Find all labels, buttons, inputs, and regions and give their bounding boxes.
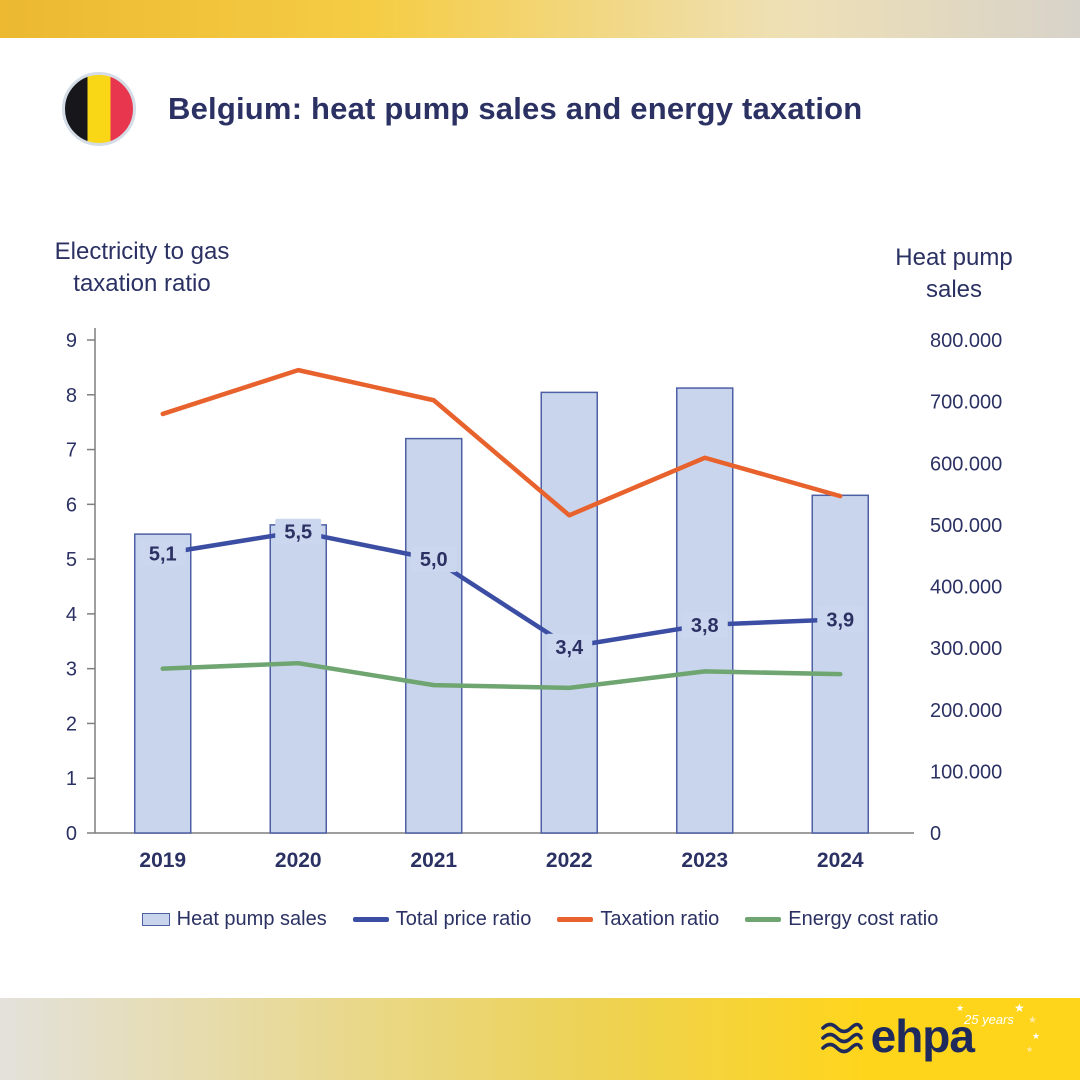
page-title: Belgium: heat pump sales and energy taxa… (168, 91, 863, 126)
legend-item-energy-cost-ratio: Energy cost ratio (745, 908, 938, 931)
right-axis-tick-label: 800.000 (930, 330, 1002, 352)
bar-2021 (405, 437, 463, 834)
top-gradient-bar (0, 0, 1080, 38)
left-axis-tick-label: 4 (66, 604, 77, 626)
anniversary-badge: ★ 25 years ★ ★ ★ ★ (956, 1002, 1050, 1066)
legend-label: Taxation ratio (600, 908, 720, 930)
footer-gradient-bar: ehpa ★ 25 years ★ ★ ★ ★ (0, 998, 1080, 1080)
x-axis-label-2021: 2021 (410, 849, 457, 872)
data-label-box (410, 546, 457, 573)
right-axis-tick-label: 600.000 (930, 453, 1002, 475)
line-total-price-ratio (160, 529, 843, 650)
belgium-flag-icon (62, 72, 136, 146)
data-label: 5,1 (149, 544, 177, 566)
data-label-box (817, 606, 864, 633)
left-axis-tick-label: 1 (66, 768, 77, 790)
legend-label: Heat pump sales (176, 908, 327, 930)
line-swatch-icon (745, 917, 782, 922)
right-axis-tick-label: 100.000 (930, 761, 1002, 783)
star-icon: ★ (1028, 1015, 1037, 1026)
right-axis-tick-label: 700.000 (930, 392, 1002, 414)
left-axis-tick-label: 6 (66, 494, 77, 516)
left-axis-tick-label: 2 (66, 713, 77, 735)
data-label-box (681, 611, 728, 638)
x-axis-label-2019: 2019 (139, 849, 186, 872)
bar-2024 (811, 494, 869, 834)
bar-2020 (269, 524, 327, 834)
heat-waves-icon (820, 1022, 863, 1054)
left-axis-tick-label: 3 (66, 659, 77, 681)
star-icon: ★ (1014, 1001, 1025, 1015)
star-icon: ★ (956, 1003, 965, 1013)
ehpa-wordmark: ehpa (870, 1010, 975, 1062)
bar-2019 (134, 533, 192, 834)
right-axis-tick-label: 0 (930, 823, 941, 845)
legend-item-total-price-ratio: Total price ratio (352, 908, 532, 931)
badge-text: 25 years (964, 1012, 1014, 1027)
bar-swatch-icon (141, 913, 170, 926)
line-taxation-ratio (160, 367, 843, 518)
left-axis-tick-label: 8 (66, 385, 77, 407)
left-axis-title: Electricity to gas taxation ratio (54, 238, 230, 297)
right-axis-title: Heat pump sales (895, 244, 1013, 303)
right-axis-tick-label: 200.000 (930, 700, 1002, 722)
right-axis-tick-label: 400.000 (930, 577, 1002, 599)
x-axis-label-2023: 2023 (681, 849, 728, 872)
data-label-box (275, 518, 322, 545)
legend-label: Total price ratio (395, 908, 532, 930)
star-icon: ★ (1032, 1031, 1041, 1041)
bar-2023 (676, 387, 734, 834)
left-axis-tick-label: 9 (66, 330, 77, 352)
data-label: 3,9 (826, 609, 854, 631)
line-energy-cost-ratio (160, 660, 843, 691)
line-swatch-icon (352, 917, 389, 922)
legend-label: Energy cost ratio (788, 908, 939, 930)
left-axis-tick-label: 7 (66, 440, 77, 462)
x-axis-label-2020: 2020 (275, 849, 322, 872)
star-icon: ★ (1026, 1045, 1034, 1054)
data-label-box (546, 633, 593, 660)
data-label: 3,8 (691, 615, 719, 637)
left-axis-tick-label: 5 (66, 549, 77, 571)
x-axis-label-2024: 2024 (817, 849, 864, 872)
header: Belgium: heat pump sales and energy taxa… (62, 72, 862, 146)
bar-2022 (540, 391, 598, 834)
data-label: 5,0 (420, 549, 448, 571)
ehpa-logo: ehpa ★ 25 years ★ ★ ★ ★ (819, 1002, 1050, 1066)
x-axis-label-2022: 2022 (546, 849, 593, 872)
right-axis-tick-label: 300.000 (930, 638, 1002, 660)
right-axis-tick-label: 500.000 (930, 515, 1002, 537)
line-swatch-icon (557, 917, 594, 922)
data-label-box (139, 540, 186, 567)
data-label: 5,5 (284, 522, 312, 544)
chart-legend: Heat pump sales Total price ratio Taxati… (0, 908, 1080, 931)
legend-item-taxation-ratio: Taxation ratio (557, 908, 719, 931)
legend-item-heat-pump-sales: Heat pump sales (141, 908, 327, 931)
data-label: 3,4 (555, 637, 584, 659)
left-axis-tick-label: 0 (66, 823, 77, 845)
